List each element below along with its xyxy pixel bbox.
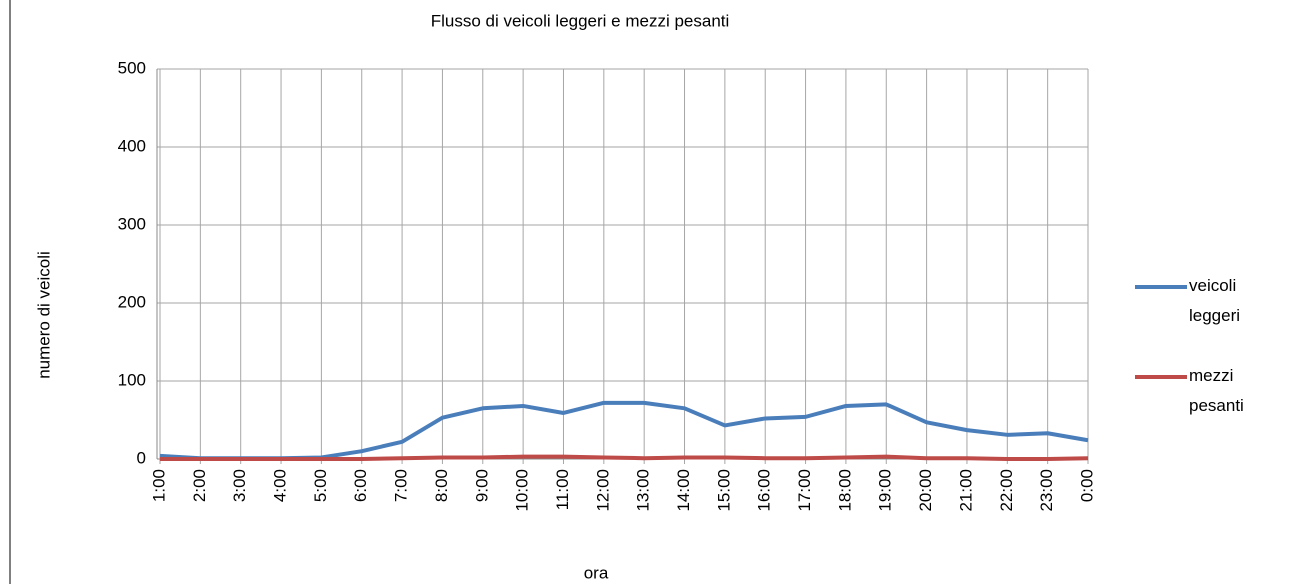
- x-tick-label: 2:00: [190, 469, 209, 502]
- series-line: [160, 454, 1089, 461]
- x-tick-label: 14:00: [674, 469, 693, 512]
- x-tick-label: 23:00: [1037, 469, 1056, 512]
- y-tick-label: 100: [118, 370, 146, 389]
- x-tick-label: 11:00: [553, 469, 572, 510]
- x-tick-label: 13:00: [634, 469, 653, 512]
- x-tick-label: 20:00: [916, 469, 935, 512]
- x-tick-label: 16:00: [755, 469, 774, 512]
- x-tick-label: 22:00: [997, 469, 1016, 512]
- y-tick-label: 500: [118, 58, 146, 77]
- x-tick-label: 7:00: [392, 469, 411, 502]
- x-tick-label: 18:00: [835, 469, 854, 512]
- x-tick-label: 15:00: [714, 469, 733, 512]
- x-tick-label: 0:00: [1077, 469, 1096, 502]
- y-tick-label: 200: [118, 292, 146, 311]
- x-axis-label: ora: [584, 563, 609, 582]
- x-tick-label: 21:00: [956, 469, 975, 512]
- y-tick-label: 300: [118, 214, 146, 233]
- legend-label: mezzi pesanti: [1189, 366, 1244, 415]
- legend-label: veicoli leggeri: [1189, 276, 1240, 325]
- y-tick-label: 0: [137, 448, 146, 467]
- x-tick-label: 9:00: [472, 469, 491, 502]
- y-tick-label: 400: [118, 136, 146, 155]
- x-tick-label: 5:00: [311, 469, 330, 502]
- x-tick-label: 3:00: [230, 469, 249, 502]
- x-tick-label: 8:00: [432, 469, 451, 502]
- x-tick-label: 12:00: [593, 469, 612, 512]
- x-tick-label: 6:00: [351, 469, 370, 502]
- series-line: [159, 400, 1089, 461]
- x-tick-label: 19:00: [876, 469, 895, 512]
- y-axis-label: numero di veicoli: [34, 251, 53, 379]
- x-tick-label: 1:00: [149, 469, 168, 502]
- x-tick-label: 4:00: [271, 469, 290, 502]
- x-tick-label: 17:00: [795, 469, 814, 512]
- x-tick-label: 10:00: [513, 469, 532, 512]
- chart-title: Flusso di veicoli leggeri e mezzi pesant…: [431, 11, 730, 30]
